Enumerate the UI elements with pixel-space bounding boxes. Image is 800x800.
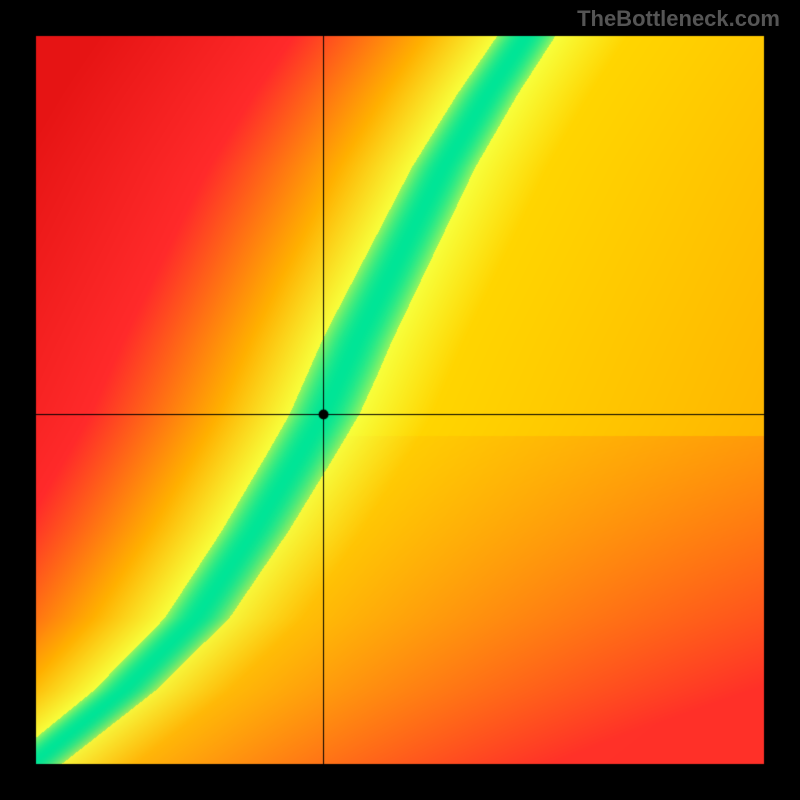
chart-container: TheBottleneck.com [0,0,800,800]
bottleneck-heatmap [0,0,800,800]
watermark-text: TheBottleneck.com [577,6,780,32]
